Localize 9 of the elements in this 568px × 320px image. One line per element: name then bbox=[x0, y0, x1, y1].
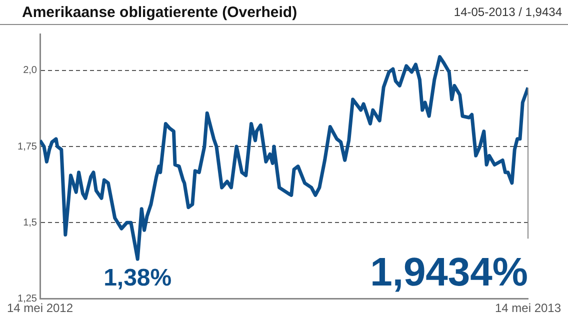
annotation: 1,9434% bbox=[370, 250, 528, 295]
chart-title: Amerikaanse obligatierente (Overheid) bbox=[22, 4, 298, 20]
y-tick-label: 1,75 bbox=[18, 141, 38, 152]
chart-subtitle: 14-05-2013 / 1,9434 bbox=[454, 5, 562, 19]
annotation: 1,38% bbox=[104, 264, 172, 292]
y-tick-label: 1,5 bbox=[23, 217, 38, 228]
y-tick-label: 1,25 bbox=[18, 293, 38, 304]
y-tick-label: 2,0 bbox=[23, 65, 38, 76]
x-tick-label: 14 mei 2013 bbox=[494, 301, 562, 316]
